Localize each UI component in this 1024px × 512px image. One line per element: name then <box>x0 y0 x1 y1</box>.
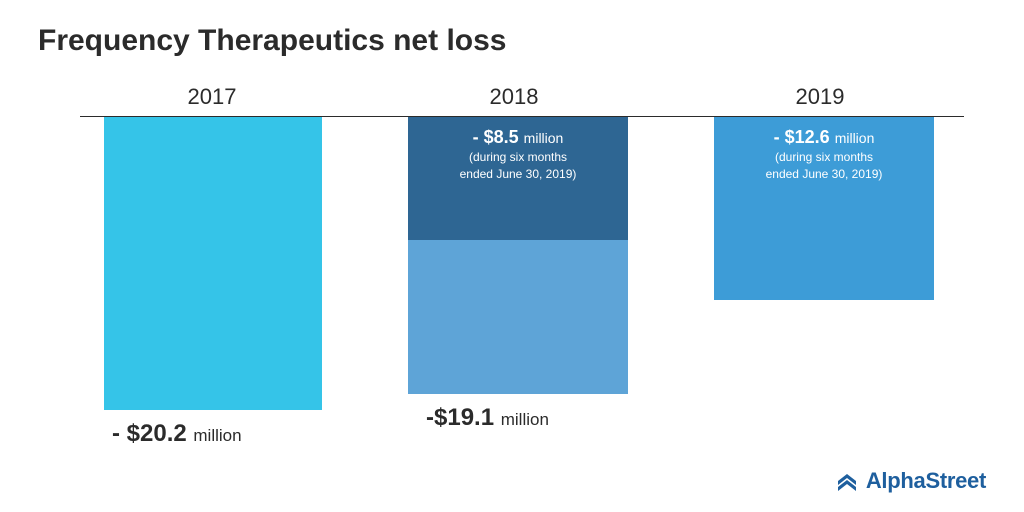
bar-2018-segment-bottom <box>408 240 628 394</box>
bar-2018: - $8.5 million (during six months ended … <box>408 117 628 394</box>
bar-value-2018: -$19.1 million <box>426 404 549 432</box>
unit: million <box>524 130 564 146</box>
year-label-2017: 2017 <box>172 84 252 110</box>
unit: million <box>501 410 549 429</box>
bar-2019-label: - $12.6 million (during six months ended… <box>714 127 934 182</box>
alphastreet-logo: AlphaStreet <box>834 468 986 494</box>
amount: -$19.1 <box>426 404 494 431</box>
bar-2018-top-label: - $8.5 million (during six months ended … <box>408 127 628 182</box>
chart-area: 2017 - $20.2 million 2018 - $8.5 million… <box>0 80 1024 460</box>
year-label-2019: 2019 <box>780 84 860 110</box>
note-line-1: (during six months <box>722 150 926 165</box>
unit: million <box>193 426 241 445</box>
amount: - $12.6 <box>774 127 830 147</box>
bar-2019: - $12.6 million (during six months ended… <box>714 117 934 300</box>
note-line-2: ended June 30, 2019) <box>722 167 926 182</box>
note-line-1: (during six months <box>416 150 620 165</box>
chart-title: Frequency Therapeutics net loss <box>38 24 506 58</box>
logo-text: AlphaStreet <box>866 468 986 494</box>
amount: - $8.5 <box>473 127 519 147</box>
bar-2018-segment-top: - $8.5 million (during six months ended … <box>408 117 628 240</box>
bar-2017 <box>104 117 322 410</box>
amount: - $20.2 <box>112 420 187 447</box>
logo-icon <box>834 468 860 494</box>
bar-value-2017: - $20.2 million <box>112 420 242 448</box>
year-label-2018: 2018 <box>474 84 554 110</box>
unit: million <box>835 130 875 146</box>
note-line-2: ended June 30, 2019) <box>416 167 620 182</box>
